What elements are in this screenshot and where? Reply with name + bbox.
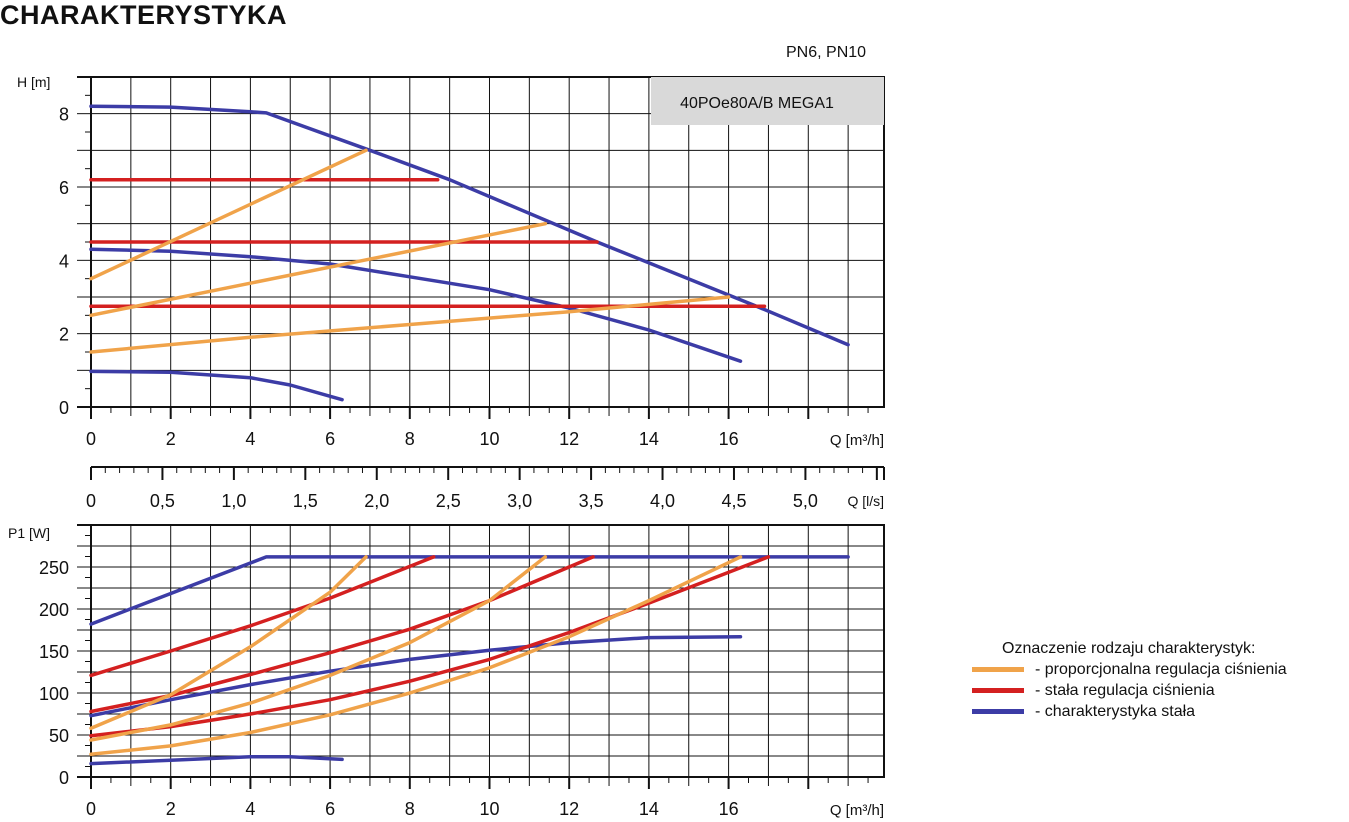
series-line-proportional (89, 555, 368, 731)
legend-swatch (972, 688, 1024, 693)
legend-item-proportional: - proporcjonalna regulacja ciśnienia (972, 659, 1287, 680)
x-tick-label: 16 (719, 429, 739, 449)
chart-title: CHARAKTERYSTYKA (0, 0, 288, 30)
flow-ls-tick-label: 3,5 (579, 491, 604, 511)
legend-title: Oznaczenie rodzaju charakterystyk: (1002, 640, 1256, 657)
y-tick-label: 150 (39, 642, 69, 662)
model-label-box (651, 77, 884, 125)
plot-2 (77, 524, 885, 789)
x-tick-label: 2 (166, 429, 176, 449)
x-tick-label: 8 (405, 799, 415, 819)
legend-item-constant-pressure: - stała regulacja ciśnienia (972, 680, 1287, 701)
x-axis-label: Q [m³/h] (830, 432, 884, 449)
x-tick-label: 12 (559, 429, 579, 449)
flow-ls-tick-label: 0 (86, 491, 96, 511)
series-line-proportional (89, 295, 731, 354)
y-tick-label: 100 (39, 684, 69, 704)
flow-ls-tick-label: 0,5 (150, 491, 175, 511)
x-tick-label: 10 (479, 429, 499, 449)
series-line-constant_curve (89, 369, 344, 402)
x-axis-label: Q [m³/h] (830, 802, 884, 819)
series-line-constant_pressure (89, 555, 436, 678)
x-tick-label: 0 (86, 429, 96, 449)
legend: Oznaczenie rodzaju charakterystyk: - pro… (972, 640, 1287, 722)
x-tick-label: 2 (166, 799, 176, 819)
series-line-constant_curve (89, 755, 344, 766)
flow-ls-tick-label: 2,0 (364, 491, 389, 511)
series-line-proportional (89, 221, 548, 318)
x-tick-label: 8 (405, 429, 415, 449)
series-line-constant_curve (89, 634, 743, 718)
flow-ls-tick-label: 1,5 (293, 491, 318, 511)
legend-label: - charakterystyka stała (1035, 702, 1196, 720)
flow-ls-tick-label: 3,0 (507, 491, 532, 511)
y-tick-label: 50 (49, 726, 69, 746)
y-tick-label: 0 (59, 768, 69, 788)
legend-swatch (972, 709, 1024, 714)
x-tick-label: 14 (639, 799, 659, 819)
x-tick-label: 14 (639, 429, 659, 449)
legend-label: - stała regulacja ciśnienia (1035, 681, 1215, 699)
x-tick-label: 4 (245, 799, 255, 819)
x-tick-label: 0 (86, 799, 96, 819)
series-line-proportional (89, 555, 743, 757)
y-axis-label: H [m] (17, 74, 50, 90)
flow-ls-tick-label: 1,0 (221, 491, 246, 511)
flow-ls-tick-label: 5,0 (793, 491, 818, 511)
series-line-constant_curve (89, 247, 743, 363)
series-line-constant_curve (89, 104, 850, 347)
flow-ls-tick-label: 2,5 (436, 491, 461, 511)
plot-0 (77, 76, 885, 419)
y-tick-label: 6 (59, 178, 69, 198)
y-tick-label: 2 (59, 325, 69, 345)
y-tick-label: 250 (39, 558, 69, 578)
x-tick-label: 16 (719, 799, 739, 819)
flow-ls-tick-label: 4,0 (650, 491, 675, 511)
model-label: 40POe80A/B MEGA1 (680, 95, 834, 112)
series-line-proportional (89, 555, 548, 742)
legend-item-constant-curve: - charakterystyka stała (972, 701, 1287, 722)
x-tick-label: 6 (325, 429, 335, 449)
y-tick-label: 200 (39, 600, 69, 620)
x-tick-label: 4 (245, 429, 255, 449)
series-line-constant_curve (89, 555, 850, 626)
y-tick-label: 0 (59, 398, 69, 418)
y-axis-label: P1 [W] (8, 525, 50, 541)
series-line-proportional (89, 148, 368, 281)
pressure-class-label: PN6, PN10 (786, 44, 867, 61)
x-tick-label: 10 (479, 799, 499, 819)
flow-ls-axis-label: Q [l/s] (847, 493, 884, 509)
legend-label: - proporcjonalna regulacja ciśnienia (1035, 660, 1287, 678)
y-tick-label: 8 (59, 105, 69, 125)
flow-ls-tick-label: 4,5 (721, 491, 746, 511)
x-tick-label: 6 (325, 799, 335, 819)
y-tick-label: 4 (59, 251, 69, 271)
x-tick-label: 12 (559, 799, 579, 819)
legend-swatch (972, 667, 1024, 672)
